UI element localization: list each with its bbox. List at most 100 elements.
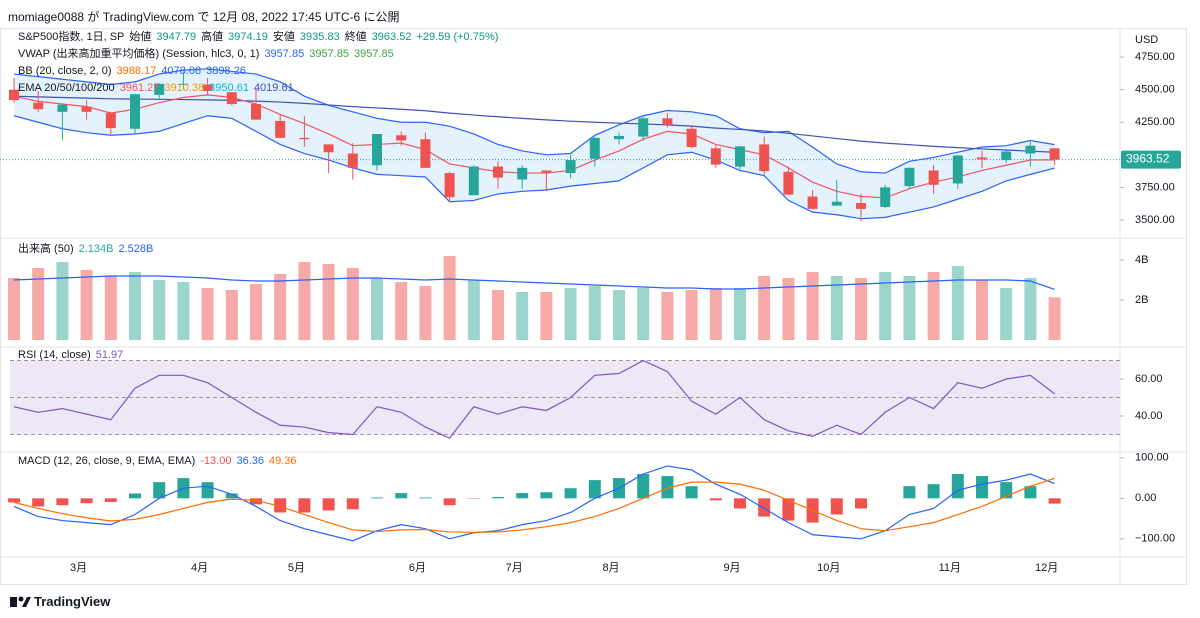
bar xyxy=(395,493,408,499)
bar xyxy=(879,272,892,340)
series-line xyxy=(13,68,1055,174)
candle-body xyxy=(130,94,140,129)
legend-row: 出来高 (50) 2.134B 2.528B xyxy=(18,242,158,256)
bar xyxy=(516,493,529,499)
candle-body xyxy=(202,84,213,91)
legend-text: 4078.08 xyxy=(161,65,202,77)
bar xyxy=(613,290,625,340)
bar xyxy=(855,278,867,340)
bar xyxy=(153,482,166,499)
bar xyxy=(637,288,650,340)
bar xyxy=(855,498,867,509)
header: momiage0088 が TradingView.com で 12月 08, … xyxy=(8,10,400,24)
bar xyxy=(419,286,432,340)
legend-text: RSI (14, close) xyxy=(18,349,91,361)
candle-body xyxy=(710,148,721,165)
y-tick-label: 0.00 xyxy=(1135,492,1156,504)
bar xyxy=(80,270,93,340)
x-tick-label: 5月 xyxy=(288,562,305,574)
x-tick-label: 11月 xyxy=(939,562,961,574)
bar xyxy=(951,474,964,499)
bar xyxy=(782,498,795,521)
legend-text: 3910.38 xyxy=(164,82,205,94)
series-line xyxy=(13,477,1055,533)
candle-body xyxy=(420,139,431,168)
bar xyxy=(830,276,843,340)
legend-text: MACD (12, 26, close, 9, EMA, EMA) xyxy=(18,455,196,467)
series-line xyxy=(13,275,1055,291)
y-tick-label: 40.00 xyxy=(1135,410,1163,422)
candle-body xyxy=(759,144,770,172)
x-tick-label: 3月 xyxy=(70,562,87,574)
candle-body xyxy=(178,83,189,85)
series-line xyxy=(13,115,1055,220)
candle-body xyxy=(928,170,939,185)
frame xyxy=(0,28,1187,585)
candle-body xyxy=(493,166,503,178)
bar xyxy=(564,288,577,340)
candle-body xyxy=(541,170,552,173)
bar xyxy=(903,486,916,499)
bar xyxy=(540,492,553,499)
legend-text: 高値 xyxy=(201,31,224,43)
bar xyxy=(734,288,746,340)
bar xyxy=(467,280,480,340)
candle-body xyxy=(614,135,624,140)
bar xyxy=(371,497,383,499)
bar xyxy=(32,498,45,507)
legend-text: 2.134B xyxy=(78,243,114,255)
bar xyxy=(346,268,359,340)
series-line xyxy=(13,95,1055,153)
bar xyxy=(564,488,577,499)
legend-text: EMA 20/50/100/200 xyxy=(18,82,115,94)
bar xyxy=(830,498,843,515)
bar xyxy=(976,476,988,499)
bar xyxy=(661,476,674,499)
bar xyxy=(419,497,432,499)
legend-text: BB (20, close, 2, 0) xyxy=(18,65,112,77)
candle-body xyxy=(565,160,576,174)
bar xyxy=(758,276,771,340)
bar xyxy=(782,278,795,340)
logo xyxy=(10,596,31,607)
y-tick-label: 4750.00 xyxy=(1135,51,1175,63)
bar xyxy=(492,290,504,340)
legend-text: 51.97 xyxy=(95,349,124,361)
y-tick-label: 3500.00 xyxy=(1135,214,1175,226)
legend-text: 安値 xyxy=(272,31,295,43)
legend-text: 4019.61 xyxy=(253,82,294,94)
bar xyxy=(56,262,69,340)
bar xyxy=(1048,498,1061,504)
candle-body xyxy=(977,157,987,160)
candle-body xyxy=(275,120,286,138)
bar xyxy=(1048,297,1061,340)
candle-body xyxy=(807,196,818,209)
legend-row: VWAP (出来高加重平均価格) (Session, hlc3, 0, 1) 39… xyxy=(18,47,399,61)
candle-body xyxy=(517,167,528,180)
legend-text: 3935.83 xyxy=(299,31,340,43)
legend-text: 3898.26 xyxy=(206,65,246,77)
bar xyxy=(129,493,141,499)
y-tick-label: 100.00 xyxy=(1135,452,1169,464)
candle-body xyxy=(831,201,842,206)
legend-text: 3988.17 xyxy=(116,65,157,77)
legend-text: 36.36 xyxy=(236,455,265,467)
candle-body xyxy=(372,133,382,166)
candle-body xyxy=(638,118,649,137)
candle-body xyxy=(396,135,407,141)
legend-text: 3950.61 xyxy=(209,82,249,94)
bar xyxy=(8,498,20,503)
x-tick-label: 7月 xyxy=(506,562,523,574)
candle-body xyxy=(323,144,334,153)
bar xyxy=(177,282,190,340)
last-price-box xyxy=(1121,150,1181,169)
bar xyxy=(371,278,383,340)
candle-body xyxy=(444,173,455,198)
legend-text: 終値 xyxy=(344,31,367,43)
legend-text: 3974.19 xyxy=(228,31,268,43)
bar xyxy=(8,278,20,340)
bar xyxy=(758,498,771,517)
candle-body xyxy=(251,104,261,120)
bar xyxy=(201,288,214,340)
